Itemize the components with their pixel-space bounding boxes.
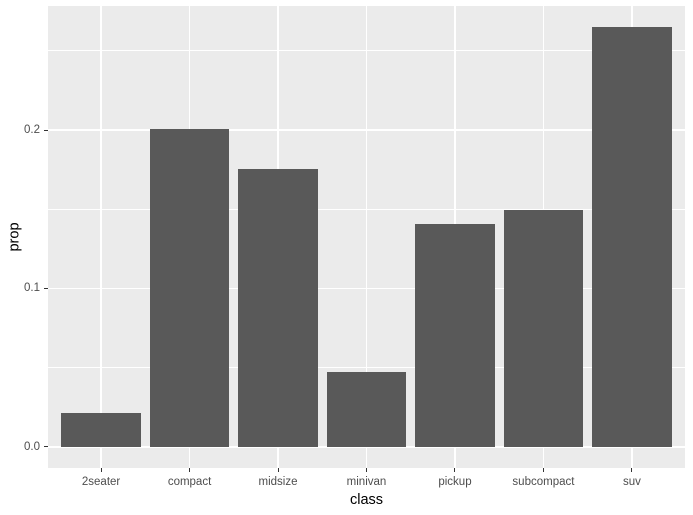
bar-midsize xyxy=(238,169,318,447)
bar-subcompact xyxy=(503,209,584,447)
y-tick-label: 0.1 xyxy=(24,282,40,295)
x-tick xyxy=(631,468,633,472)
bar-minivan xyxy=(326,372,407,447)
y-tick xyxy=(44,287,48,289)
x-tick-label: 2seater xyxy=(81,476,121,488)
gridline-x-major xyxy=(365,6,368,468)
gridline-x-major xyxy=(100,6,102,468)
x-tick xyxy=(100,468,102,472)
x-tick xyxy=(542,468,544,472)
y-tick-label: 0.2 xyxy=(24,124,40,137)
x-tick-label: suv xyxy=(622,476,641,488)
x-tick xyxy=(189,468,191,472)
bar-suv xyxy=(592,27,672,447)
x-tick xyxy=(277,468,279,472)
x-tick-label: compact xyxy=(167,476,212,488)
x-tick-label: minivan xyxy=(346,476,387,488)
y-tick xyxy=(44,446,48,448)
x-tick xyxy=(366,468,367,472)
y-axis-title: prop xyxy=(6,222,23,252)
x-tick xyxy=(454,468,456,472)
plot-panel xyxy=(48,6,685,468)
x-axis-title: class xyxy=(349,492,384,508)
x-tick-label: midsize xyxy=(258,476,298,488)
bar-pickup xyxy=(415,223,495,447)
bar-compact xyxy=(149,128,230,447)
y-tick xyxy=(44,129,48,131)
bar-2seater xyxy=(61,413,141,447)
x-tick-label: pickup xyxy=(438,476,472,488)
y-tick-label: 0.0 xyxy=(24,440,40,453)
x-tick-label: subcompact xyxy=(512,476,575,488)
